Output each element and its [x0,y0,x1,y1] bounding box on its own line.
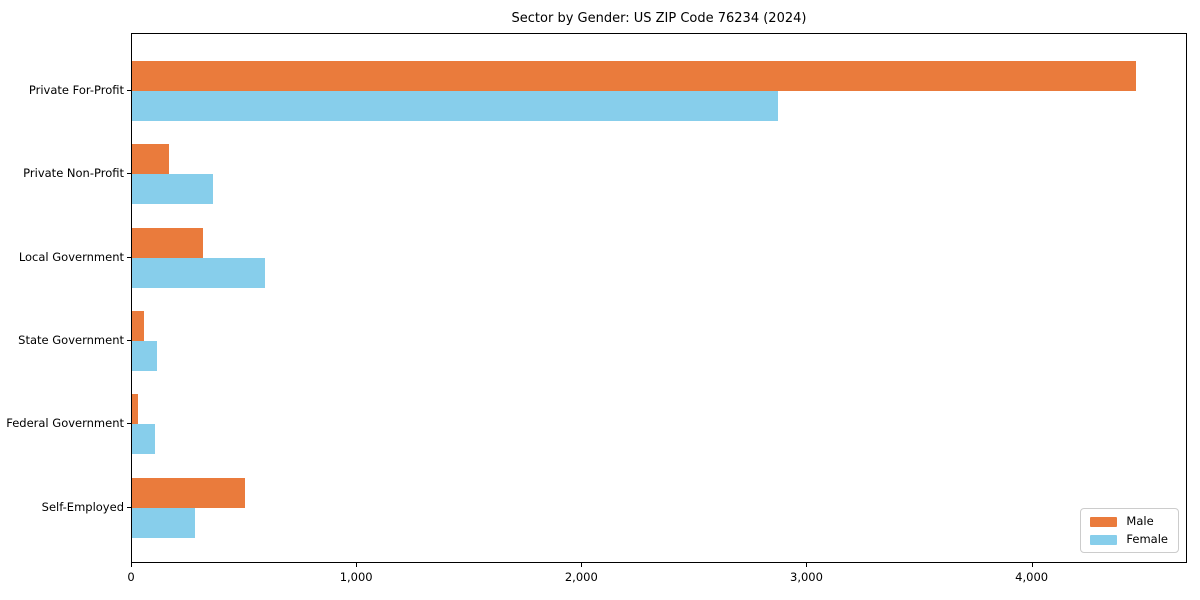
legend-item-female: Female [1090,533,1168,546]
x-tick-mark [131,563,132,567]
legend-label-male: Male [1126,514,1154,528]
bar-female-1 [132,174,214,205]
plot-area: Male Female [131,33,1187,563]
bar-female-3 [132,340,157,371]
y-tick-mark [127,173,131,175]
y-tick-mark [127,89,131,91]
x-tick-label-3: 3,000 [790,570,823,584]
bar-female-0 [132,90,779,121]
y-tick-label-4: Federal Government [6,416,124,431]
x-tick-mark [356,563,358,567]
legend: Male Female [1080,508,1179,553]
bar-male-4 [132,394,138,425]
legend-swatch-male-icon [1090,516,1118,527]
bar-male-2 [132,227,203,258]
x-tick-label-2: 2,000 [564,570,598,584]
y-tick-label-0: Private For-Profit [28,82,124,97]
bar-male-5 [132,477,245,508]
bar-female-2 [132,257,265,288]
x-tick-mark [1031,563,1033,567]
x-tick-mark [806,563,808,567]
y-tick-mark [127,339,131,341]
bar-male-3 [132,310,145,341]
y-tick-label-3: State Government [18,332,124,347]
legend-swatch-female-icon [1090,534,1118,545]
bar-female-5 [132,507,196,538]
y-tick-mark [127,256,131,258]
bar-female-4 [132,424,155,455]
y-tick-label-2: Local Government [18,249,124,264]
x-tick-mark [581,563,583,567]
y-tick-mark [127,423,131,425]
bar-male-1 [132,144,170,175]
y-tick-label-1: Private Non-Profit [23,166,124,181]
bar-male-0 [132,60,1137,91]
y-tick-label-5: Self-Employed [41,499,124,514]
legend-label-female: Female [1126,532,1168,546]
x-tick-label-4: 4,000 [1015,570,1049,584]
y-tick-mark [127,506,131,508]
x-tick-label-0: 0 [127,570,135,584]
legend-item-male: Male [1090,515,1168,528]
chart-title: Sector by Gender: US ZIP Code 76234 (202… [511,11,807,26]
x-tick-label-1: 1,000 [339,570,373,584]
